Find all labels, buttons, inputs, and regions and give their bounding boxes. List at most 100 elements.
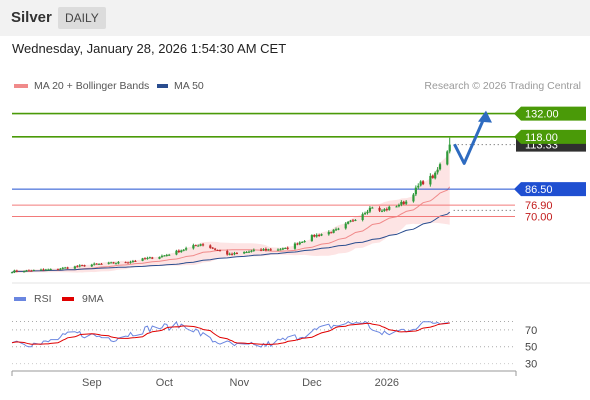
candle xyxy=(347,221,350,225)
candle-body xyxy=(30,270,33,272)
candle xyxy=(269,247,272,251)
header-bar: Silver DAILY xyxy=(0,0,590,36)
candle-body xyxy=(269,249,272,251)
candle-body xyxy=(351,220,355,222)
candle-body xyxy=(344,223,347,229)
candle xyxy=(44,268,47,271)
target-tag: 118.00 xyxy=(514,129,586,144)
candle-body xyxy=(259,249,263,251)
candle xyxy=(158,256,161,260)
candle-body xyxy=(388,206,391,210)
candle xyxy=(168,253,171,256)
candle-body xyxy=(286,247,289,249)
candle-body xyxy=(417,185,420,188)
legend-ma20-label: MA 20 + Bollinger Bands xyxy=(34,80,150,92)
candle-body xyxy=(110,262,113,264)
candle-body xyxy=(279,249,282,251)
candle xyxy=(185,246,188,251)
candle xyxy=(252,248,255,252)
candle-body xyxy=(448,144,451,152)
target-tag-text: 118.00 xyxy=(525,132,558,144)
candle xyxy=(165,253,168,257)
candle-body xyxy=(126,262,130,264)
candle-body xyxy=(247,251,251,253)
candle-body xyxy=(129,261,132,263)
candle xyxy=(368,205,372,214)
rsi-tick-label: 70 xyxy=(525,325,537,337)
candle xyxy=(446,150,449,166)
candle xyxy=(182,249,185,252)
candle xyxy=(262,248,265,251)
candle xyxy=(27,269,31,272)
candle xyxy=(143,257,147,260)
candle xyxy=(22,270,26,273)
candle-body xyxy=(315,234,318,237)
candle xyxy=(434,171,437,180)
candle xyxy=(436,167,439,175)
candle-body xyxy=(117,262,120,264)
candle xyxy=(412,193,415,203)
candle xyxy=(293,242,297,250)
candle xyxy=(148,256,151,259)
candle xyxy=(380,209,384,213)
forecast-arrow-path xyxy=(453,112,488,165)
candle xyxy=(32,269,35,272)
candle-body xyxy=(64,267,67,269)
candle-body xyxy=(177,250,180,253)
candle-body xyxy=(378,207,381,211)
candle-body xyxy=(90,264,93,267)
candle xyxy=(49,268,52,271)
legend-rsi-swatch xyxy=(14,297,26,302)
candle-body xyxy=(66,267,69,269)
candle-body xyxy=(383,209,386,211)
candle xyxy=(216,249,219,252)
candle xyxy=(417,183,420,190)
candle-body xyxy=(192,245,195,249)
candle-body xyxy=(175,250,178,255)
candle xyxy=(349,219,352,223)
candle xyxy=(25,269,28,272)
candle xyxy=(177,249,180,254)
candle-body xyxy=(112,262,115,264)
candle xyxy=(298,241,301,246)
candle-body xyxy=(197,245,200,247)
candle-body xyxy=(264,248,268,251)
target-tag-bg xyxy=(514,129,586,144)
candle-body xyxy=(313,235,316,237)
candle-body xyxy=(334,229,338,231)
candle xyxy=(81,264,84,267)
candle-body xyxy=(332,229,335,233)
period-button[interactable]: DAILY xyxy=(58,7,106,29)
candle xyxy=(131,259,135,263)
candle xyxy=(66,266,69,270)
candle xyxy=(90,263,93,268)
candle xyxy=(134,259,137,262)
candle-body xyxy=(429,175,432,185)
candle xyxy=(126,261,130,264)
candle-body xyxy=(59,268,62,270)
candle xyxy=(385,207,388,212)
candle xyxy=(30,269,33,272)
rsi-tick-label: 30 xyxy=(525,359,537,371)
candle xyxy=(351,218,355,222)
candle xyxy=(281,247,284,251)
candle xyxy=(320,233,323,237)
candle-body xyxy=(395,206,398,208)
ma50-line xyxy=(11,211,451,273)
candle xyxy=(233,251,236,256)
candle-body xyxy=(141,258,144,261)
support-tag: 70.00 xyxy=(525,212,553,224)
candle xyxy=(114,262,118,265)
candle xyxy=(73,265,76,270)
candle xyxy=(175,249,178,256)
legend-rsi-label: RSI xyxy=(34,293,52,305)
candle-body xyxy=(151,257,154,259)
candle xyxy=(279,248,282,251)
candle-body xyxy=(81,265,84,267)
pivot-tag-bg xyxy=(514,182,586,197)
candle xyxy=(405,200,408,205)
candle-body xyxy=(293,243,297,249)
candle-body xyxy=(95,263,98,265)
candle xyxy=(83,264,86,267)
pivot-tag: 86.50 xyxy=(514,182,586,197)
